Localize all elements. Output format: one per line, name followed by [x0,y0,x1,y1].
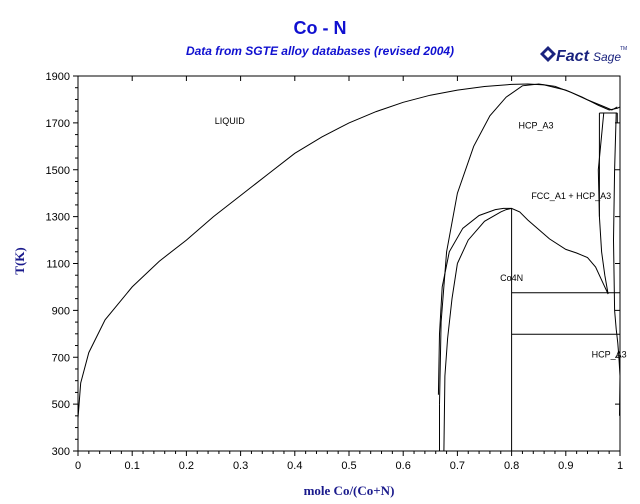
plot-frame [77,75,621,452]
y-tick-label: 1700 [46,118,70,130]
y-tick-label: 900 [52,305,70,317]
region-label: HCP_A3 [592,349,627,359]
x-tick-label: 0.7 [450,460,465,472]
y-tick-label: 1500 [46,165,70,177]
factsage-logo-mark-icon [540,46,556,62]
phase-boundary-4 [456,207,512,264]
x-tick-label: 0.2 [179,460,194,472]
phase-curves [77,83,621,452]
x-tick-label: 0.6 [396,460,411,472]
region-label: HCP_A3 [518,121,553,131]
x-tick-label: 0.1 [125,460,140,472]
y-tick-label: 1300 [46,212,70,224]
y-tick-label: 1900 [46,71,70,83]
phase-boundary-7 [612,113,621,416]
chart-subtitle: Data from SGTE alloy databases (revised … [185,44,455,58]
x-tick-label: 0.3 [233,460,248,472]
region-label: LIQUID [215,116,246,126]
chart-title: Co - N [293,18,347,38]
x-tick-label: 1 [617,460,623,472]
y-tick-label: 300 [52,446,70,458]
y-axis-label: T(K) [12,247,27,274]
region-label: FCC_A1 + HCP_A3 [531,191,611,201]
logo-text-bold: Fact [556,48,590,65]
y-tick-label: 1100 [46,259,70,271]
logo-text-light: Sage [593,50,621,64]
x-tick-label: 0.8 [504,460,519,472]
phase-boundary-2 [439,83,618,405]
x-tick-label: 0.5 [341,460,356,472]
y-tick-label: 700 [52,352,70,364]
factsage-logo: Fact Sage TM [540,46,627,65]
region-labels: LIQUID HCP_A3 FCC_A1 + HCP_A3 Co4N HCP_A3 [215,116,627,359]
logo-tm: TM [620,46,627,52]
x-tick-label: 0.4 [287,460,302,472]
region-label: Co4N [500,273,523,283]
phase-boundary-1 [77,83,621,419]
axes: 0 0.1 0.2 0.3 0.4 0.5 0.6 0.7 0.8 0.9 130050070090… [46,71,624,472]
x-tick-label: 0.9 [558,460,573,472]
phase-boundary-3 [437,207,609,395]
x-tick-label: 0 [75,460,81,472]
y-tick-label: 500 [52,399,70,411]
x-axis-label: mole Co/(Co+N) [304,483,395,498]
phase-boundary-5 [443,263,458,452]
